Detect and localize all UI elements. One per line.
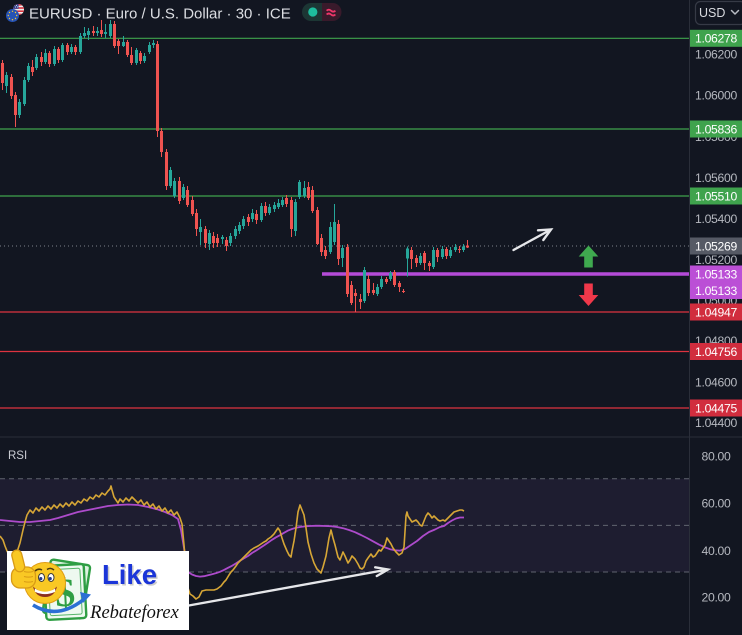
svg-text:1.04947: 1.04947 <box>695 305 737 319</box>
svg-text:Like: Like <box>103 561 158 592</box>
svg-text:60.00: 60.00 <box>702 496 732 510</box>
svg-text:1.06000: 1.06000 <box>695 89 737 103</box>
svg-text:1.06200: 1.06200 <box>695 48 737 62</box>
svg-text:1.04600: 1.04600 <box>695 375 737 389</box>
svg-text:1.05836: 1.05836 <box>695 122 737 136</box>
svg-text:40.00: 40.00 <box>702 544 732 558</box>
svg-text:USD: USD <box>699 6 725 20</box>
svg-text:1.05200: 1.05200 <box>695 253 737 267</box>
svg-text:1.04475: 1.04475 <box>695 401 737 415</box>
svg-text:RSI: RSI <box>8 450 27 462</box>
svg-text:1.06278: 1.06278 <box>695 32 737 46</box>
svg-text:Like: Like <box>102 559 157 590</box>
svg-text:80.00: 80.00 <box>702 449 732 463</box>
svg-text:1.05600: 1.05600 <box>695 171 737 185</box>
svg-text:20.00: 20.00 <box>702 590 732 604</box>
svg-text:1.05269: 1.05269 <box>695 239 737 253</box>
svg-text:1.05400: 1.05400 <box>695 212 737 226</box>
svg-text:1.05133: 1.05133 <box>695 267 737 281</box>
svg-text:1.05133: 1.05133 <box>695 284 737 298</box>
svg-text:1.05510: 1.05510 <box>695 189 737 203</box>
svg-text:EURUSD · Euro / U.S. Dollar ·: EURUSD · Euro / U.S. Dollar · 30 · ICE <box>29 6 291 23</box>
svg-text:Rebateforex: Rebateforex <box>89 603 179 623</box>
svg-text:1.04400: 1.04400 <box>695 416 737 430</box>
svg-text:1.04756: 1.04756 <box>695 345 737 359</box>
